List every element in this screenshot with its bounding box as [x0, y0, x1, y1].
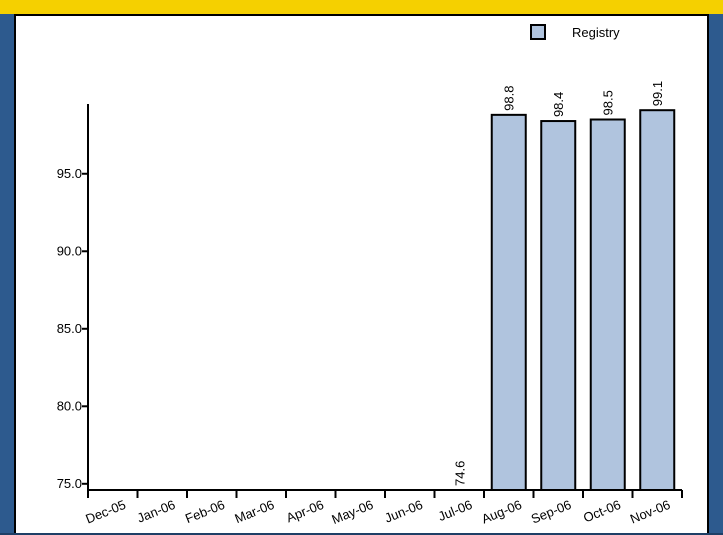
y-tick-label: 95.0 [57, 166, 82, 181]
bar-Oct-06 [589, 118, 626, 491]
x-tick-label: Aug-06 [479, 497, 523, 527]
left-border [0, 14, 14, 533]
right-border [709, 14, 723, 533]
data-label: 98.8 [502, 86, 517, 111]
y-tick-label: 90.0 [57, 243, 82, 258]
data-label: 98.5 [601, 90, 616, 115]
data-label: 99.1 [650, 81, 665, 106]
data-label: 98.4 [551, 92, 566, 117]
bar-Sep-06 [540, 120, 577, 491]
x-tick-label: Oct-06 [581, 497, 623, 526]
x-tick-label: May-06 [330, 497, 376, 527]
x-tick-label: Dec-05 [83, 497, 127, 527]
bars: 74.6 98.8 98.4 98.5 99.1 [452, 81, 676, 491]
x-tick-label: Apr-06 [284, 497, 326, 526]
x-tick-label: Nov-06 [628, 497, 672, 527]
legend-swatch-registry [530, 24, 546, 40]
data-label: 74.6 [452, 461, 467, 486]
x-tick-label: Feb-06 [183, 497, 227, 526]
bar-Nov-06 [639, 109, 676, 491]
header-band [0, 0, 723, 14]
y-tick-label: 85.0 [57, 321, 82, 336]
x-tick-label: Sep-06 [529, 497, 573, 527]
bar-Aug-06 [490, 113, 527, 491]
x-tick-label: Jun-06 [382, 497, 424, 526]
x-tick-label: Jul-06 [436, 497, 474, 524]
x-tick-label: Jan-06 [135, 497, 177, 526]
y-tick-label: 80.0 [57, 398, 82, 413]
bar-chart: Registry 75.0 80.0 85.0 90.0 95.0 Dec-05 Jan-0… [57, 24, 683, 527]
x-tick-label: Mar-06 [233, 497, 277, 526]
chart-panel: Registry 75.0 80.0 85.0 90.0 95.0 Dec-05 Jan-0… [14, 14, 709, 533]
legend: Registry [530, 24, 620, 40]
y-tick-label: 75.0 [57, 476, 82, 491]
legend-label-registry: Registry [572, 25, 620, 40]
